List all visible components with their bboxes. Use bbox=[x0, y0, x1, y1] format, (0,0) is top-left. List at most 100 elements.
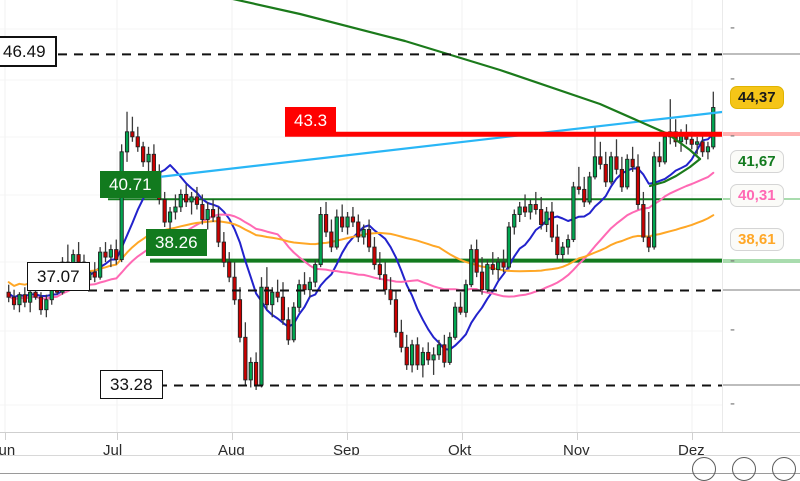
price-axis-tick: - bbox=[730, 321, 737, 338]
date-axis-tick-mark bbox=[692, 433, 693, 440]
date-axis-tick-mark bbox=[232, 433, 233, 440]
price-chart-plot-area[interactable] bbox=[0, 0, 722, 432]
candle-body bbox=[167, 211, 173, 223]
price-axis-tick: - bbox=[730, 70, 737, 87]
trendline-cyan bbox=[148, 110, 722, 180]
annotation-level-37-07[interactable]: 37.07 bbox=[27, 262, 90, 291]
candle-body bbox=[442, 344, 447, 363]
date-axis-tick-mark bbox=[5, 433, 6, 440]
zoom-out-icon[interactable] bbox=[692, 457, 716, 481]
candle-body bbox=[345, 216, 350, 228]
candle-body bbox=[635, 166, 641, 205]
candle-body bbox=[151, 153, 156, 173]
candle-body bbox=[388, 289, 393, 301]
candle-body bbox=[383, 274, 388, 291]
annotation-level-46-49[interactable]: 46.49 bbox=[0, 36, 57, 67]
price-pill-last-price[interactable]: 44,37 bbox=[730, 86, 784, 109]
candle-body bbox=[555, 236, 560, 256]
sma-pink-line bbox=[7, 171, 715, 301]
annotation-level-43-3[interactable]: 43.3 bbox=[285, 107, 337, 134]
candle-body bbox=[124, 131, 130, 153]
candle-body bbox=[415, 344, 420, 366]
chart-footer-toolbar[interactable] bbox=[0, 455, 800, 481]
candle-body bbox=[619, 168, 624, 188]
candle-body bbox=[135, 136, 140, 148]
candle-body bbox=[200, 204, 205, 220]
zoom-in-icon[interactable] bbox=[732, 457, 756, 481]
candle-body bbox=[92, 271, 97, 278]
candle-body bbox=[496, 261, 501, 271]
candle-body bbox=[474, 249, 479, 273]
candle-body bbox=[592, 156, 598, 178]
annotation-level-33-28[interactable]: 33.28 bbox=[100, 370, 163, 399]
candle-body bbox=[173, 206, 178, 213]
candle-body bbox=[711, 107, 716, 148]
tick-dash: - bbox=[730, 127, 735, 144]
candle-body bbox=[598, 156, 603, 165]
candle-body bbox=[248, 361, 253, 381]
annotation-level-38-26[interactable]: 38.26 bbox=[146, 229, 207, 256]
reset-icon[interactable] bbox=[772, 457, 796, 481]
candle-body bbox=[361, 229, 366, 238]
candle-body bbox=[479, 271, 485, 291]
candle-body bbox=[506, 226, 511, 268]
candle-body bbox=[366, 229, 372, 248]
candle-body bbox=[614, 156, 619, 170]
candle-body bbox=[420, 351, 425, 366]
candle-body bbox=[291, 306, 296, 341]
candle-body bbox=[264, 286, 269, 306]
candle-body bbox=[6, 291, 11, 298]
dashed-level-extension-37-07 bbox=[722, 289, 800, 292]
candle-body bbox=[657, 156, 662, 163]
candle-body bbox=[275, 291, 280, 298]
candle-body bbox=[646, 236, 651, 248]
candle-body bbox=[184, 193, 189, 203]
candle-body bbox=[426, 351, 431, 361]
candle-body bbox=[608, 156, 614, 183]
candle-body bbox=[194, 196, 200, 205]
candle-body bbox=[630, 158, 635, 168]
price-pill-sma-pink[interactable]: 40,31 bbox=[730, 184, 784, 207]
price-axis-tick: - bbox=[730, 127, 737, 144]
tick-dash: - bbox=[730, 70, 735, 87]
candle-body bbox=[469, 249, 474, 286]
candle-body bbox=[576, 186, 581, 190]
price-pill-sma-orange[interactable]: 38,61 bbox=[730, 228, 784, 251]
candle-body bbox=[393, 299, 399, 333]
candle-body bbox=[447, 336, 452, 363]
date-axis-tick-label: Jul bbox=[103, 442, 123, 459]
chart-tool-icons[interactable] bbox=[692, 457, 796, 481]
price-axis-tick: - bbox=[730, 395, 737, 412]
candle-body bbox=[76, 254, 81, 263]
annotation-level-40-71[interactable]: 40.71 bbox=[100, 171, 161, 198]
candle-body bbox=[205, 209, 210, 220]
date-axis-tick-mark bbox=[347, 433, 348, 440]
date-axis-tick-mark bbox=[462, 433, 463, 440]
candle-body bbox=[522, 206, 528, 213]
date-axis-tick-label: Aug bbox=[218, 442, 245, 459]
candle-body bbox=[98, 251, 103, 278]
candle-body bbox=[565, 239, 571, 248]
candle-body bbox=[103, 251, 108, 258]
candle-body bbox=[517, 206, 522, 215]
price-pill-sma-green[interactable]: 41,67 bbox=[730, 150, 784, 173]
candle-body bbox=[641, 204, 646, 238]
candle-body bbox=[227, 261, 232, 278]
candle-body bbox=[431, 354, 436, 361]
chart-canvas bbox=[0, 0, 722, 432]
tick-dash: - bbox=[730, 252, 735, 269]
candle-body bbox=[114, 249, 119, 261]
candle-body bbox=[318, 214, 323, 266]
candle-body bbox=[512, 214, 517, 228]
candle-body bbox=[490, 264, 495, 271]
candle-body bbox=[189, 196, 194, 203]
candle-body bbox=[270, 291, 275, 306]
candle-body bbox=[221, 241, 226, 263]
tick-dash: - bbox=[730, 321, 735, 338]
price-axis[interactable]: - - - - - -44,37 41,67 40,31 38,61 bbox=[722, 0, 800, 432]
candle-body bbox=[485, 264, 490, 291]
candle-body bbox=[302, 284, 307, 291]
candle-body bbox=[49, 289, 54, 301]
candle-body bbox=[458, 306, 463, 313]
